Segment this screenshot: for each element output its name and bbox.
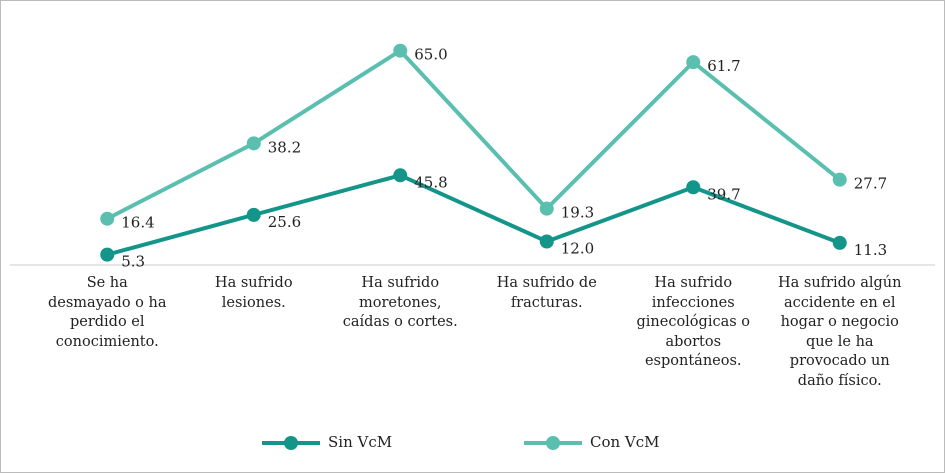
x-tick-label: Se ha desmayado o ha perdido el conocimi…: [48, 275, 167, 350]
point: [539, 201, 554, 216]
point: [246, 207, 261, 222]
legend-label: Sin VcM: [328, 433, 392, 451]
data-label: 38.2: [268, 138, 301, 156]
point: [832, 172, 847, 187]
point: [539, 234, 554, 249]
series-line: [106, 173, 841, 257]
x-tick-label: Ha sufrido lesiones.: [214, 275, 293, 311]
x-tick-label: Ha sufrido infecciones ginecológicas o a…: [636, 275, 751, 369]
series-line: [106, 48, 842, 221]
data-label: 61.7: [707, 57, 740, 75]
point: [393, 168, 408, 183]
data-label: 45.8: [414, 173, 447, 191]
x-tick-label: Ha sufrido moretones, caídas o cortes.: [342, 275, 458, 330]
data-label: 11.3: [854, 241, 887, 259]
point: [100, 247, 115, 262]
data-label: 27.7: [854, 175, 887, 193]
data-label: 25.6: [268, 213, 301, 231]
data-label: 65.0: [414, 46, 447, 64]
point: [246, 136, 261, 151]
data-label: 19.3: [561, 204, 594, 222]
point: [686, 55, 701, 70]
data-label: 16.4: [121, 214, 154, 232]
data-label: 39.7: [707, 185, 740, 203]
legend-marker: [284, 436, 298, 450]
x-tick-label: Ha sufrido de fracturas.: [496, 275, 597, 311]
x-tick-label: Ha sufrido algún accidente en el hogar o…: [778, 275, 902, 389]
point: [832, 235, 847, 250]
point: [393, 43, 408, 58]
data-label: 5.3: [121, 253, 145, 271]
data-label: 12.0: [561, 240, 594, 258]
point: [100, 211, 115, 226]
legend-marker: [546, 436, 560, 450]
legend-label: Con VcM: [590, 433, 660, 451]
point: [686, 180, 701, 195]
